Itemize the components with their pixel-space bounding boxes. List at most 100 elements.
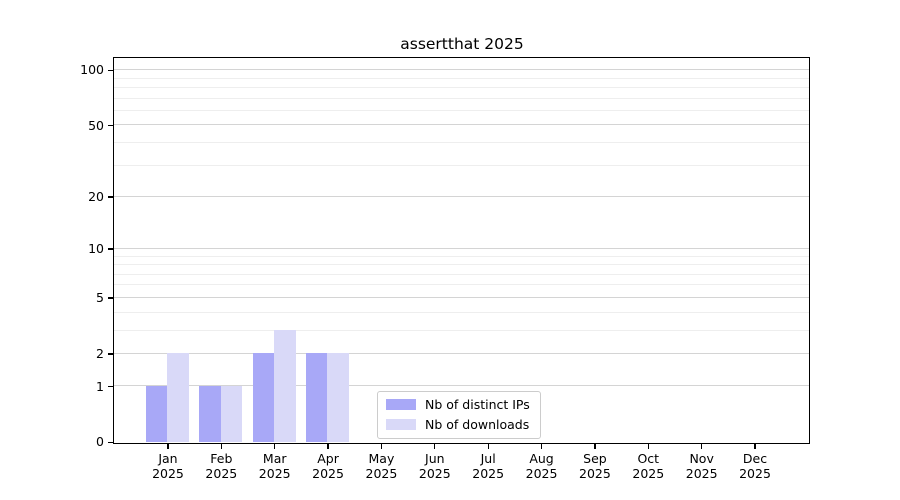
x-tick-year: 2025 [632, 466, 665, 481]
legend-row: Nb of distinct IPs [386, 397, 530, 412]
x-tick-year: 2025 [579, 466, 611, 481]
x-axis-tick [701, 444, 703, 449]
x-tick-label: Feb 2025 [186, 451, 256, 481]
y-tick-label: 1 [96, 378, 104, 394]
x-tick-year: 2025 [205, 466, 238, 481]
y-tick-label: 0 [96, 434, 104, 450]
minor-gridline [114, 77, 809, 79]
x-tick-month: May [368, 451, 395, 466]
major-gridline [114, 124, 809, 126]
major-gridline [114, 69, 809, 71]
x-tick-month: Sep [583, 451, 607, 466]
bar-downloads [167, 353, 189, 442]
y-axis-tick [108, 69, 113, 72]
y-tick-label: 50 [88, 117, 104, 133]
x-tick-month: Mar [262, 451, 287, 466]
y-tick-label: 2 [96, 345, 104, 361]
legend-label: Nb of downloads [425, 417, 530, 432]
bar-downloads [220, 385, 243, 442]
bar-downloads [327, 353, 349, 442]
x-axis-tick [754, 444, 756, 449]
minor-gridline [114, 329, 809, 331]
legend-label: Nb of distinct IPs [425, 397, 530, 412]
major-gridline [114, 195, 809, 197]
minor-gridline [114, 97, 809, 99]
x-axis-tick [434, 444, 436, 449]
x-tick-month: Feb [210, 451, 233, 466]
x-tick-month: Oct [637, 451, 660, 466]
x-tick-label: Apr 2025 [293, 451, 363, 481]
x-tick-month: Aug [529, 451, 554, 466]
y-tick-label: 5 [96, 289, 104, 305]
x-tick-label: Dec 2025 [720, 451, 790, 481]
x-tick-month: Jul [480, 451, 496, 466]
legend: Nb of distinct IPs Nb of downloads [377, 391, 541, 439]
x-tick-label: Sep 2025 [560, 451, 630, 481]
x-axis-tick [487, 444, 489, 449]
x-axis-tick [167, 444, 169, 449]
minor-gridline [114, 273, 809, 275]
minor-gridline [114, 87, 809, 89]
y-axis-tick [108, 248, 113, 250]
minor-gridline [114, 164, 809, 166]
bar-downloads [274, 330, 296, 442]
minor-gridline [114, 109, 809, 111]
minor-gridline [114, 284, 809, 286]
y-axis-tick [108, 441, 113, 444]
minor-gridline [114, 311, 809, 313]
legend-swatch-distinct-ips [386, 399, 416, 410]
x-tick-year: 2025 [525, 466, 558, 481]
x-tick-label: Nov 2025 [667, 451, 737, 481]
x-tick-year: 2025 [472, 466, 505, 481]
x-tick-year: 2025 [685, 466, 718, 481]
x-tick-label: May 2025 [346, 451, 416, 481]
major-gridline [114, 352, 809, 354]
legend-swatch-downloads [386, 419, 416, 430]
x-tick-year: 2025 [739, 466, 771, 481]
major-gridline [114, 248, 809, 250]
x-axis-tick [380, 444, 383, 449]
bar-distinct-ips [305, 353, 328, 442]
chart-title: assertthat 2025 [400, 35, 524, 53]
bar-distinct-ips [199, 385, 221, 442]
x-tick-month: Jan [158, 451, 178, 466]
y-axis-tick [108, 385, 113, 388]
x-tick-label: Jun 2025 [400, 451, 470, 481]
major-gridline [114, 296, 809, 298]
x-tick-label: Aug 2025 [507, 451, 577, 481]
y-axis-tick [108, 297, 113, 299]
plot-area [113, 57, 810, 444]
bar-distinct-ips [145, 385, 168, 442]
major-gridline [114, 385, 809, 387]
x-tick-month: Apr [317, 451, 339, 466]
x-tick-year: 2025 [152, 466, 184, 481]
bar-distinct-ips [252, 353, 275, 442]
x-tick-month: Jun [425, 451, 445, 466]
x-tick-month: Dec [742, 451, 768, 466]
x-axis-tick [327, 444, 329, 449]
y-axis-tick [108, 124, 113, 127]
x-tick-label: Jan 2025 [133, 451, 203, 481]
x-tick-year: 2025 [258, 466, 291, 481]
y-tick-label: 20 [88, 189, 104, 205]
y-tick-label: 10 [88, 241, 104, 257]
x-tick-year: 2025 [418, 466, 451, 481]
x-tick-label: Oct 2025 [613, 451, 683, 481]
minor-gridline [114, 142, 809, 143]
x-tick-year: 2025 [312, 466, 344, 481]
x-axis-tick [647, 444, 649, 449]
x-axis-tick [594, 444, 596, 449]
x-axis-tick [274, 444, 276, 449]
y-axis-tick [108, 196, 113, 198]
minor-gridline [114, 255, 809, 257]
y-tick-label: 100 [80, 62, 104, 78]
y-axis-tick [108, 353, 113, 355]
x-axis-tick [540, 444, 543, 449]
x-tick-label: Jul 2025 [453, 451, 523, 481]
x-tick-year: 2025 [365, 466, 398, 481]
x-tick-month: Nov [689, 451, 714, 466]
minor-gridline [114, 264, 809, 266]
x-tick-label: Mar 2025 [240, 451, 310, 481]
legend-row: Nb of downloads [386, 417, 530, 432]
